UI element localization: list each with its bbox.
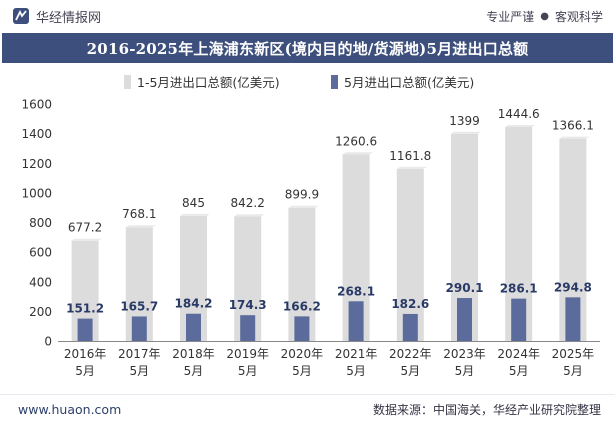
x-tick-label: 5月	[509, 364, 529, 378]
data-label-may: 268.1	[337, 284, 375, 298]
bar-total	[396, 168, 424, 341]
y-tick-label: 200	[29, 305, 52, 319]
data-source: 数据来源：中国海关，华经产业研究院整理	[372, 403, 601, 417]
footer-url[interactable]: www.huaon.com	[18, 402, 122, 417]
data-label-total: 1366.1	[552, 119, 594, 133]
data-label-may: 165.7	[120, 299, 158, 313]
x-tick-label: 2023年	[443, 347, 486, 361]
data-label-total: 899.9	[285, 188, 319, 202]
data-label-may: 294.8	[554, 280, 592, 294]
data-label-total: 1161.8	[389, 149, 431, 163]
legend-swatch-1	[331, 75, 338, 89]
data-label-total: 1444.6	[498, 107, 540, 121]
bar-may	[240, 315, 256, 341]
x-tick-label: 2018年	[172, 347, 215, 361]
bar-may	[457, 298, 472, 341]
x-tick-label: 2024年	[497, 347, 540, 361]
bullet-icon: ●	[540, 10, 549, 22]
y-tick-label: 1600	[21, 98, 52, 112]
bar-may	[131, 316, 147, 341]
bar-total-cap	[71, 238, 102, 241]
slogan-tags: 专业严谨 ● 客观科学	[486, 8, 603, 25]
bar-total-cap	[234, 214, 265, 217]
x-tick-label: 5月	[129, 364, 149, 378]
bar-chart: 1-5月进出口总额(亿美元) 5月进出口总额(亿美元) 0 200 400 600 800…	[21, 75, 600, 378]
x-tick-label: 5月	[455, 364, 475, 378]
x-tick-label: 5月	[75, 364, 95, 378]
bar-total-cap	[180, 213, 210, 216]
x-tick-label: 5月	[400, 364, 420, 378]
y-tick-label: 1200	[21, 157, 52, 171]
bar-may	[294, 316, 310, 341]
y-tick-label: 800	[29, 216, 52, 230]
x-tick-label: 2017年	[118, 347, 161, 361]
footer: www.huaon.com 数据来源：中国海关，华经产业研究院整理	[0, 394, 615, 424]
data-label-may: 174.3	[229, 298, 267, 312]
bar-total-cap	[288, 205, 319, 208]
x-tick-label: 2019年	[226, 347, 269, 361]
data-label-total: 845	[182, 196, 205, 210]
chart-title: 2016-2025年上海浦东新区(境内目的地/货源地)5月进出口总额	[86, 39, 529, 58]
y-tick-label: 1000	[21, 186, 52, 200]
x-tick-label: 5月	[184, 364, 204, 378]
legend-swatch-0	[124, 75, 131, 89]
legend-label-0: 1-5月进出口总额(亿美元)	[137, 75, 280, 90]
bar-may	[77, 318, 93, 341]
y-tick-label: 600	[29, 246, 52, 260]
x-tick-label: 2021年	[335, 347, 378, 361]
x-tick-label: 5月	[238, 364, 258, 378]
site-name: 华经情报网	[36, 10, 102, 26]
data-label-may: 166.2	[283, 299, 321, 313]
data-label-total: 1399	[449, 114, 480, 128]
bar-total-cap	[125, 225, 156, 228]
bar-may	[402, 313, 418, 341]
data-label-may: 290.1	[446, 281, 484, 295]
x-axis: 2016年 5月 2017年 5月 2018年 5月 2019年 5月 2020年 5月 2021年…	[58, 341, 600, 378]
bar-total-cap	[505, 125, 536, 128]
data-label-may: 182.6	[391, 297, 429, 311]
tag-professional: 专业严谨	[486, 9, 535, 24]
bar-total-cap	[451, 131, 481, 134]
bar-may	[565, 297, 581, 341]
data-label-may: 286.1	[500, 282, 538, 296]
legend-label-1: 5月进出口总额(亿美元)	[344, 75, 474, 90]
bar-may	[348, 301, 364, 341]
data-label-total: 677.2	[68, 221, 102, 235]
bar-total-cap	[396, 166, 427, 169]
bar-may	[186, 313, 201, 341]
x-tick-label: 5月	[563, 364, 583, 378]
x-tick-label: 2025年	[552, 347, 595, 361]
data-label-total: 842.2	[231, 196, 265, 210]
x-tick-label: 2016年	[64, 347, 107, 361]
chart-title-bar: 2016-2025年上海浦东新区(境内目的地/货源地)5月进出口总额	[2, 33, 613, 63]
data-label-total: 1260.6	[335, 134, 377, 148]
legend: 1-5月进出口总额(亿美元) 5月进出口总额(亿美元)	[124, 75, 474, 90]
brand[interactable]: 华经情报网	[12, 7, 101, 26]
y-tick-label: 0	[44, 335, 52, 349]
y-tick-label: 400	[29, 275, 52, 289]
data-label-may: 151.2	[66, 302, 104, 316]
x-tick-label: 2020年	[281, 347, 324, 361]
bar-may	[511, 298, 527, 341]
data-label-total: 768.1	[122, 207, 156, 221]
tag-objective: 客观科学	[554, 9, 603, 24]
y-tick-label: 1400	[21, 127, 52, 141]
top-bar: 华经情报网 专业严谨 ● 客观科学	[0, 0, 615, 32]
bar-total-cap	[559, 136, 590, 139]
huajing-logo-icon	[13, 8, 29, 24]
y-axis: 0 200 400 600 800 1000 1200 1400 1600	[21, 98, 52, 349]
x-tick-label: 2022年	[389, 347, 432, 361]
bar-total-cap	[342, 152, 373, 155]
data-label-may: 184.2	[175, 297, 213, 311]
bars: 677.2 151.2 768.1 165.7 845 184.2 842.2 174.3 89…	[66, 107, 594, 342]
x-tick-label: 5月	[292, 364, 312, 378]
x-tick-label: 5月	[346, 364, 366, 378]
